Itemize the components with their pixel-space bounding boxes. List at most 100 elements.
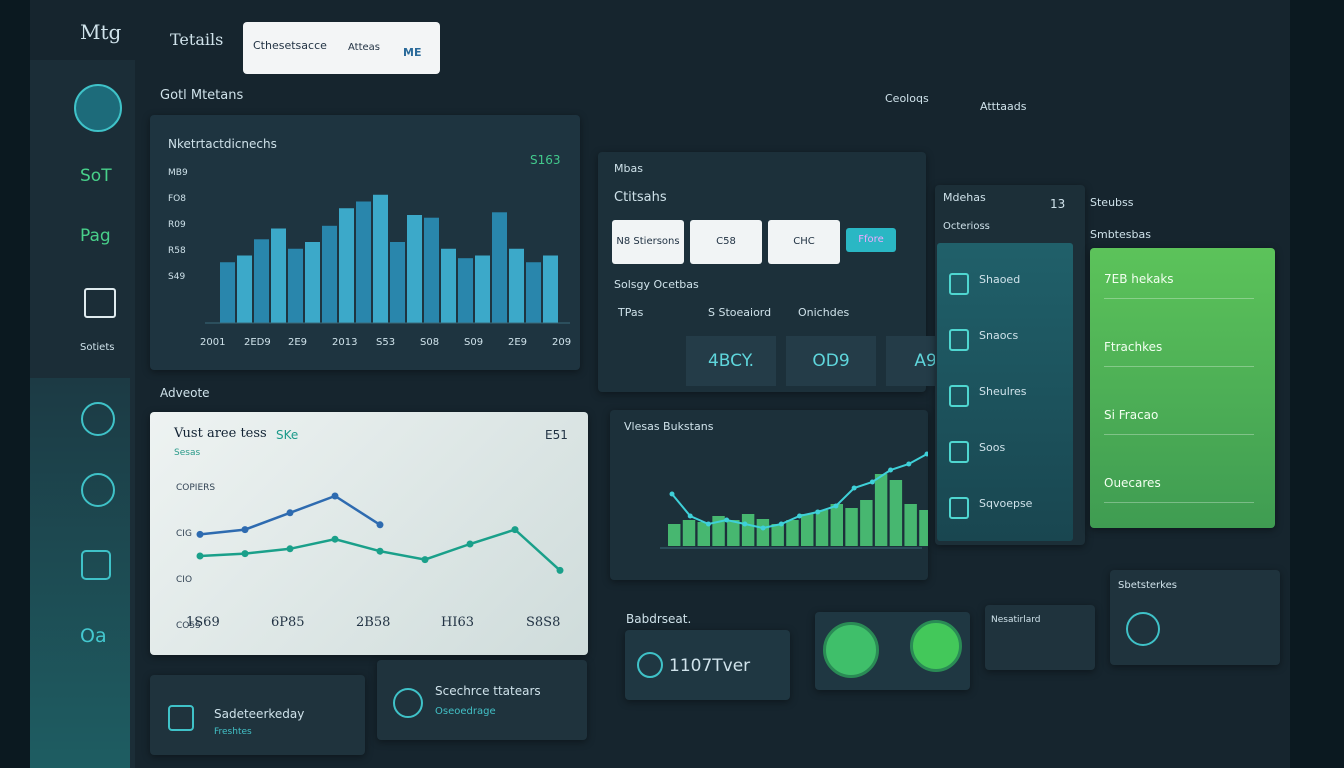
search-text: Cthesetsacce: [253, 39, 327, 52]
nav-icon[interactable]: [81, 402, 115, 436]
line: [199, 494, 381, 536]
tab[interactable]: C58: [690, 220, 762, 264]
nav-item[interactable]: Pag: [80, 226, 111, 246]
panel-title: Steubss: [1090, 196, 1134, 209]
card-sub: Oseoedrage: [435, 706, 496, 717]
green-item[interactable]: Ouecares: [1104, 476, 1161, 490]
bar: [339, 208, 354, 323]
bar: [441, 248, 456, 323]
bar: [526, 262, 541, 323]
bar: [322, 225, 337, 323]
list-item[interactable]: Snaocs: [979, 329, 1019, 342]
bar: [305, 242, 320, 323]
x-label: 209: [552, 337, 571, 348]
sales-card: Nketrtactdicnechs S163 MB9 FO8 R09 R58 S49 20…: [150, 115, 580, 370]
section-label: Adveote: [160, 386, 210, 400]
nav-item[interactable]: Oa: [80, 625, 107, 647]
bar: [492, 212, 507, 323]
x-label: 2E9: [288, 337, 307, 348]
footer-value: HI63: [441, 615, 474, 630]
footer-value: 1S69: [186, 615, 220, 630]
search-box[interactable]: Cthesetsacce Atteas ME: [243, 22, 440, 74]
list-item[interactable]: Sqvoepse: [979, 497, 1033, 510]
stat: OD9: [786, 336, 876, 386]
nav-item[interactable]: Sotiets: [80, 342, 115, 353]
x-label: 2ED9: [244, 337, 271, 348]
check-circle[interactable]: [910, 620, 962, 672]
info-card: Sbetsterkes: [1110, 570, 1280, 665]
frame: Mtg Tetails Cthesetsacce Atteas ME Gotl …: [30, 0, 1290, 768]
nav-icon[interactable]: [84, 288, 116, 318]
tab[interactable]: CHC: [768, 220, 840, 264]
top-right-link[interactable]: Atttaads: [980, 100, 1027, 113]
list-item[interactable]: Sheulres: [979, 385, 1027, 398]
green-item[interactable]: Si Fracao: [1104, 408, 1159, 422]
list-item[interactable]: Soos: [979, 441, 1006, 454]
divider: [1104, 366, 1254, 367]
top-right-link[interactable]: Ceoloqs: [885, 92, 929, 105]
tab[interactable]: Ffore: [846, 228, 896, 252]
y-label: S49: [168, 272, 185, 282]
divider: [1104, 434, 1254, 435]
bar: [786, 520, 799, 546]
bar: [543, 255, 558, 323]
bar: [904, 504, 917, 546]
green-chart-card: Vlesas Bukstans: [610, 410, 928, 580]
footer-value: S8S8: [526, 615, 560, 630]
line: [671, 453, 928, 530]
list-item[interactable]: Shaoed: [979, 273, 1021, 286]
sidebar-lower: [30, 378, 130, 768]
panel-sub: Octerioss: [943, 221, 990, 232]
footer-value: 2B58: [356, 615, 390, 630]
panel-sub: Smbtesbas: [1090, 228, 1151, 241]
card-title: Vlesas Bukstans: [624, 420, 714, 433]
green-item[interactable]: 7EB hekaks: [1104, 272, 1174, 286]
bar: [860, 500, 873, 546]
x-label: 2013: [332, 337, 357, 348]
bar-chart: MB9 FO8 R09 R58 S49 2001 2ED9 2E9 2013 S53 S08 S09 2…: [168, 168, 571, 348]
stat-value: 1107Tver: [669, 656, 751, 676]
bar: [373, 194, 388, 323]
stat: 4BCY.: [686, 336, 776, 386]
menu[interactable]: Tetails: [170, 30, 224, 49]
green-item[interactable]: Ftrachkes: [1104, 340, 1163, 354]
divider: [1104, 298, 1254, 299]
y-label: FO8: [168, 194, 186, 204]
x-label: S08: [420, 337, 439, 348]
x-label: S09: [464, 337, 483, 348]
bar: [889, 480, 903, 546]
bar: [815, 510, 829, 546]
list: Shaoed Snaocs Sheulres Soos Sqvoepse: [937, 243, 1073, 541]
bar: [390, 242, 405, 323]
card-title: Scechrce ttatears: [435, 684, 541, 698]
column-label: Onichdes: [798, 306, 850, 319]
bottom-card: Scechrce ttatears Oseoedrage: [377, 660, 587, 740]
column-label: S Stoeaiord: [708, 306, 772, 319]
status-circle[interactable]: [823, 622, 879, 678]
page-title: Gotl Mtetans: [160, 88, 244, 103]
point: [196, 530, 204, 538]
list-icon: [949, 385, 969, 407]
bar: [771, 524, 784, 546]
search-button[interactable]: ME: [403, 46, 422, 59]
nav-icon[interactable]: [81, 473, 115, 507]
info-title: Sbetsterkes: [1118, 580, 1177, 591]
list-icon: [949, 273, 969, 295]
logo-icon[interactable]: [74, 84, 122, 132]
y-label: CIO: [176, 575, 192, 585]
bar: [801, 514, 814, 546]
bar: [271, 228, 286, 323]
bar: [756, 519, 770, 546]
column-label: TPas: [618, 306, 644, 319]
nav-item[interactable]: SoT: [80, 166, 112, 186]
nav-icon[interactable]: [81, 550, 111, 580]
bar: [712, 516, 725, 546]
line: [199, 528, 561, 572]
tab[interactable]: N8 Stiersons: [612, 220, 684, 264]
divider: [1104, 502, 1254, 503]
x-label: 2001: [200, 337, 225, 348]
bar: [356, 201, 371, 323]
bar: [475, 255, 490, 323]
bar: [727, 520, 740, 546]
